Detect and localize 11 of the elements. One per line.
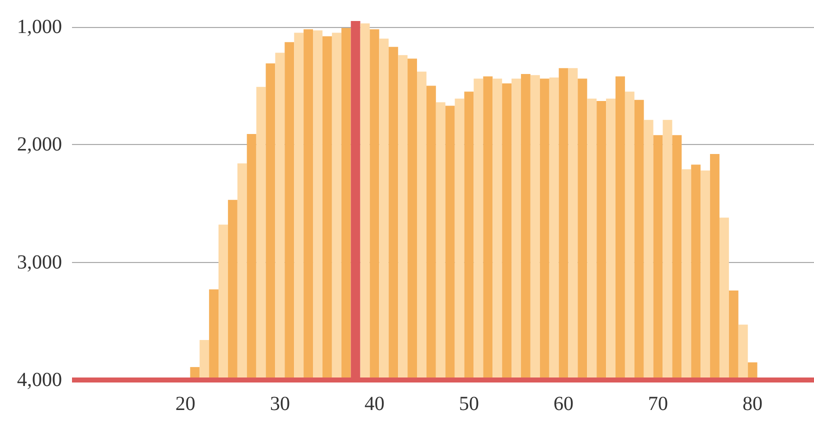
x-tick-label: 60: [554, 393, 574, 415]
y-tick-label: 1,000: [17, 16, 62, 38]
x-tick-label: 40: [364, 393, 384, 415]
y-tick-label: 2,000: [17, 134, 62, 156]
x-tick-label: 70: [648, 393, 668, 415]
y-tick-label: 3,000: [17, 251, 62, 274]
x-tick-label: 20: [175, 393, 196, 415]
x-tick-label: 50: [458, 393, 479, 415]
x-tick-label: 30: [270, 393, 290, 415]
x-tick-label: 80: [742, 393, 763, 415]
y-tick-label: 4,000: [17, 369, 62, 391]
